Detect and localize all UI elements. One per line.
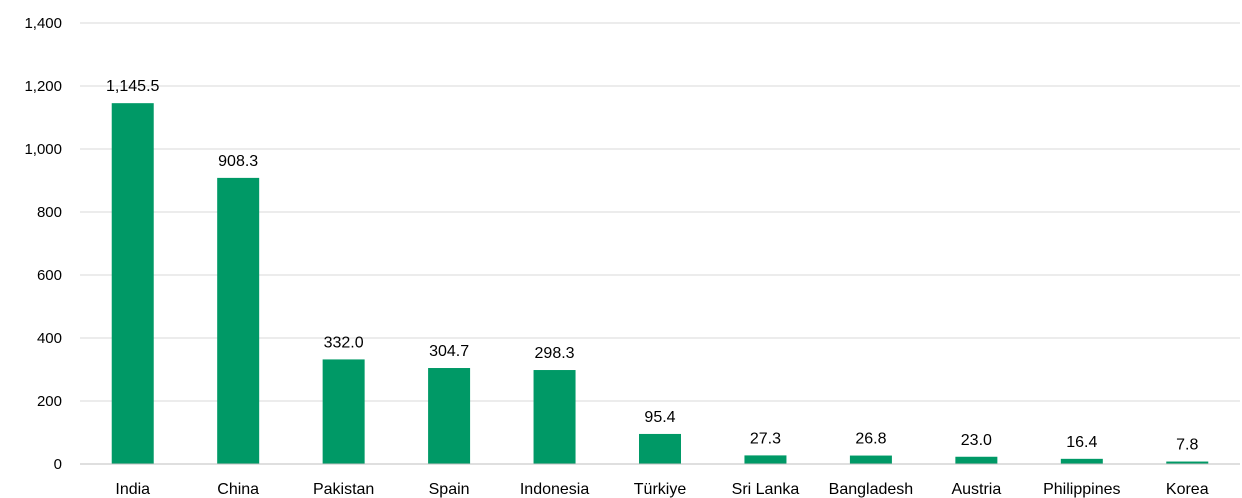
x-category-label: Pakistan bbox=[313, 481, 374, 498]
data-labels: 1,145.5 908.3 332.0 304.7 298.3 95.4 27.3 26.8 2… bbox=[106, 78, 1198, 453]
x-category-label: Indonesia bbox=[520, 481, 589, 498]
x-category-label: China bbox=[217, 481, 259, 498]
data-label: 26.8 bbox=[855, 431, 886, 448]
bar-spain bbox=[428, 368, 471, 464]
x-category-label: Philippines bbox=[1043, 481, 1120, 498]
gridlines bbox=[80, 22, 1240, 402]
data-label: 27.3 bbox=[750, 430, 781, 447]
bar-austria bbox=[955, 456, 998, 464]
data-label: 1,145.5 bbox=[106, 78, 159, 95]
bar-pakistan bbox=[322, 359, 365, 464]
data-label: 908.3 bbox=[218, 153, 258, 170]
bar-indonesia bbox=[533, 370, 576, 464]
bar-philippines bbox=[1060, 458, 1103, 464]
x-axis-category-labels: India China Pakistan Spain Indonesia Türkiye S… bbox=[115, 481, 1208, 498]
data-label: 23.0 bbox=[961, 432, 992, 449]
y-axis-tick-labels: 0 200 400 600 800 1,000 1,200 1,400 bbox=[24, 15, 62, 473]
bar-korea bbox=[1166, 461, 1209, 464]
y-tick-label: 400 bbox=[37, 330, 62, 347]
x-category-label: Austria bbox=[951, 481, 1001, 498]
y-tick-label: 1,200 bbox=[24, 78, 62, 95]
y-tick-label: 200 bbox=[37, 393, 62, 410]
bars bbox=[111, 103, 1209, 464]
data-label: 298.3 bbox=[535, 345, 575, 362]
y-tick-label: 800 bbox=[37, 204, 62, 221]
data-label: 16.4 bbox=[1066, 434, 1097, 451]
bar-bangladesh bbox=[849, 455, 892, 464]
bar-sri-lanka bbox=[744, 455, 787, 464]
x-category-label: Spain bbox=[429, 481, 470, 498]
x-category-label: Korea bbox=[1166, 481, 1209, 498]
x-category-label: Sri Lanka bbox=[732, 481, 800, 498]
x-category-label: Türkiye bbox=[634, 481, 687, 498]
y-tick-label: 0 bbox=[54, 456, 62, 473]
data-label: 304.7 bbox=[429, 343, 469, 360]
bar-india bbox=[111, 103, 154, 464]
bar-t-rkiye bbox=[639, 433, 681, 464]
y-tick-label: 1,000 bbox=[24, 141, 62, 158]
bar-china bbox=[217, 177, 260, 464]
data-label: 7.8 bbox=[1176, 437, 1198, 454]
x-category-label: India bbox=[115, 481, 150, 498]
data-label: 332.0 bbox=[324, 334, 364, 351]
y-tick-label: 600 bbox=[37, 267, 62, 284]
x-category-label: Bangladesh bbox=[829, 481, 914, 498]
data-label: 95.4 bbox=[644, 409, 675, 426]
y-tick-label: 1,400 bbox=[24, 15, 62, 32]
